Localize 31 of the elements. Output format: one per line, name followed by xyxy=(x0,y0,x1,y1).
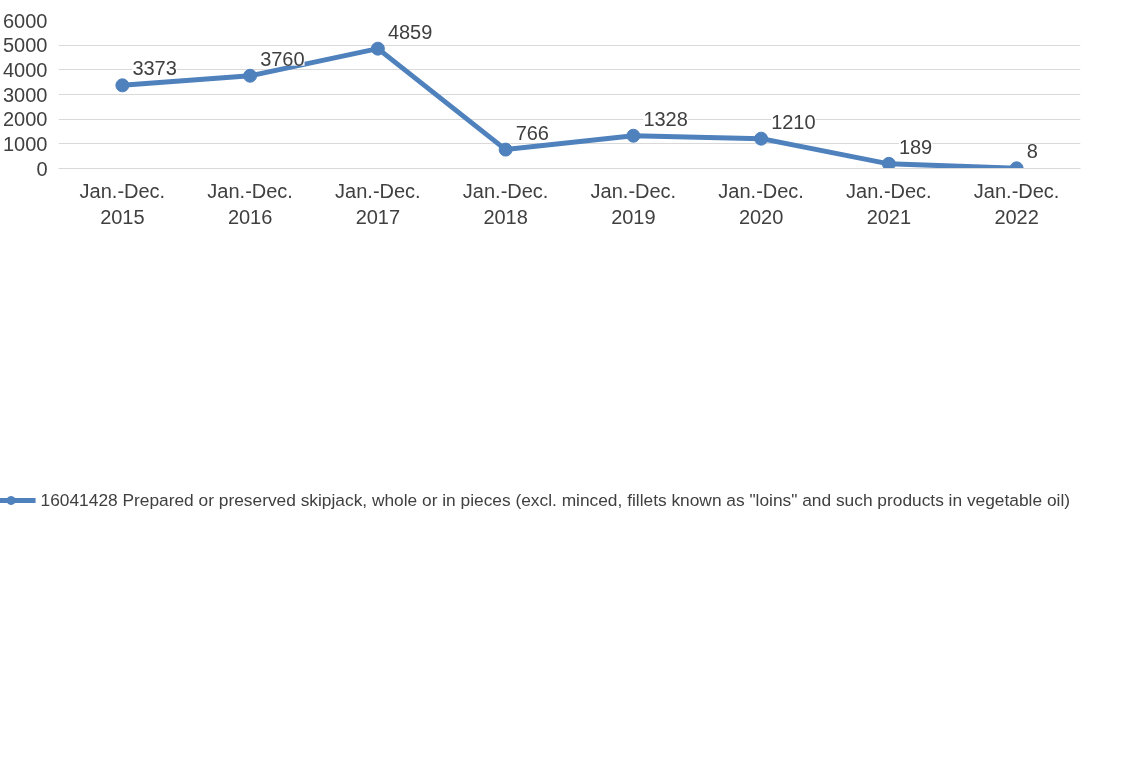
point xyxy=(243,68,258,83)
y-tick-label: 5000 xyxy=(3,34,48,57)
x-tick-label: Jan.-Dec. 2021 xyxy=(846,179,932,228)
x-tick-label: Jan.-Dec. 2018 xyxy=(462,179,549,228)
y-tick-label: 1000 xyxy=(3,132,48,155)
data-label: 189 xyxy=(898,135,933,158)
data-label: 1210 xyxy=(771,110,816,133)
point xyxy=(115,78,130,93)
data-label: 3373 xyxy=(132,57,177,80)
x-tick-label: Jan.-Dec. 2019 xyxy=(590,179,677,228)
x-tick-label: Jan.-Dec. 2020 xyxy=(718,179,804,228)
y-tick-label: 2000 xyxy=(3,108,48,131)
point xyxy=(754,131,769,146)
point xyxy=(626,128,641,143)
data-label: 4859 xyxy=(387,20,433,43)
data-label: 8 xyxy=(1026,140,1038,163)
data-label: 1328 xyxy=(643,107,688,130)
y-tick-label: 6000 xyxy=(3,9,48,32)
y-tick-label: 4000 xyxy=(3,58,48,81)
x-tick-label: Jan.-Dec. 2022 xyxy=(973,179,1060,228)
point xyxy=(370,41,385,56)
y-tick-label: 3000 xyxy=(3,83,48,106)
y-tick-label: 0 xyxy=(36,157,48,180)
data-label: 3760 xyxy=(260,47,305,70)
x-tick-label: Jan.-Dec. 2015 xyxy=(79,179,166,228)
legend-label: 16041428 Prepared or preserved skipjack, whole or in pieces (excl. minced, fillets known as "loins" and such products in vegetable oil) xyxy=(40,489,1070,511)
x-tick-label: Jan.-Dec. 2016 xyxy=(207,179,293,228)
point xyxy=(498,142,513,157)
data-label: 766 xyxy=(515,121,549,144)
x-tick-label: Jan.-Dec. 2017 xyxy=(335,179,421,228)
point xyxy=(881,156,896,169)
